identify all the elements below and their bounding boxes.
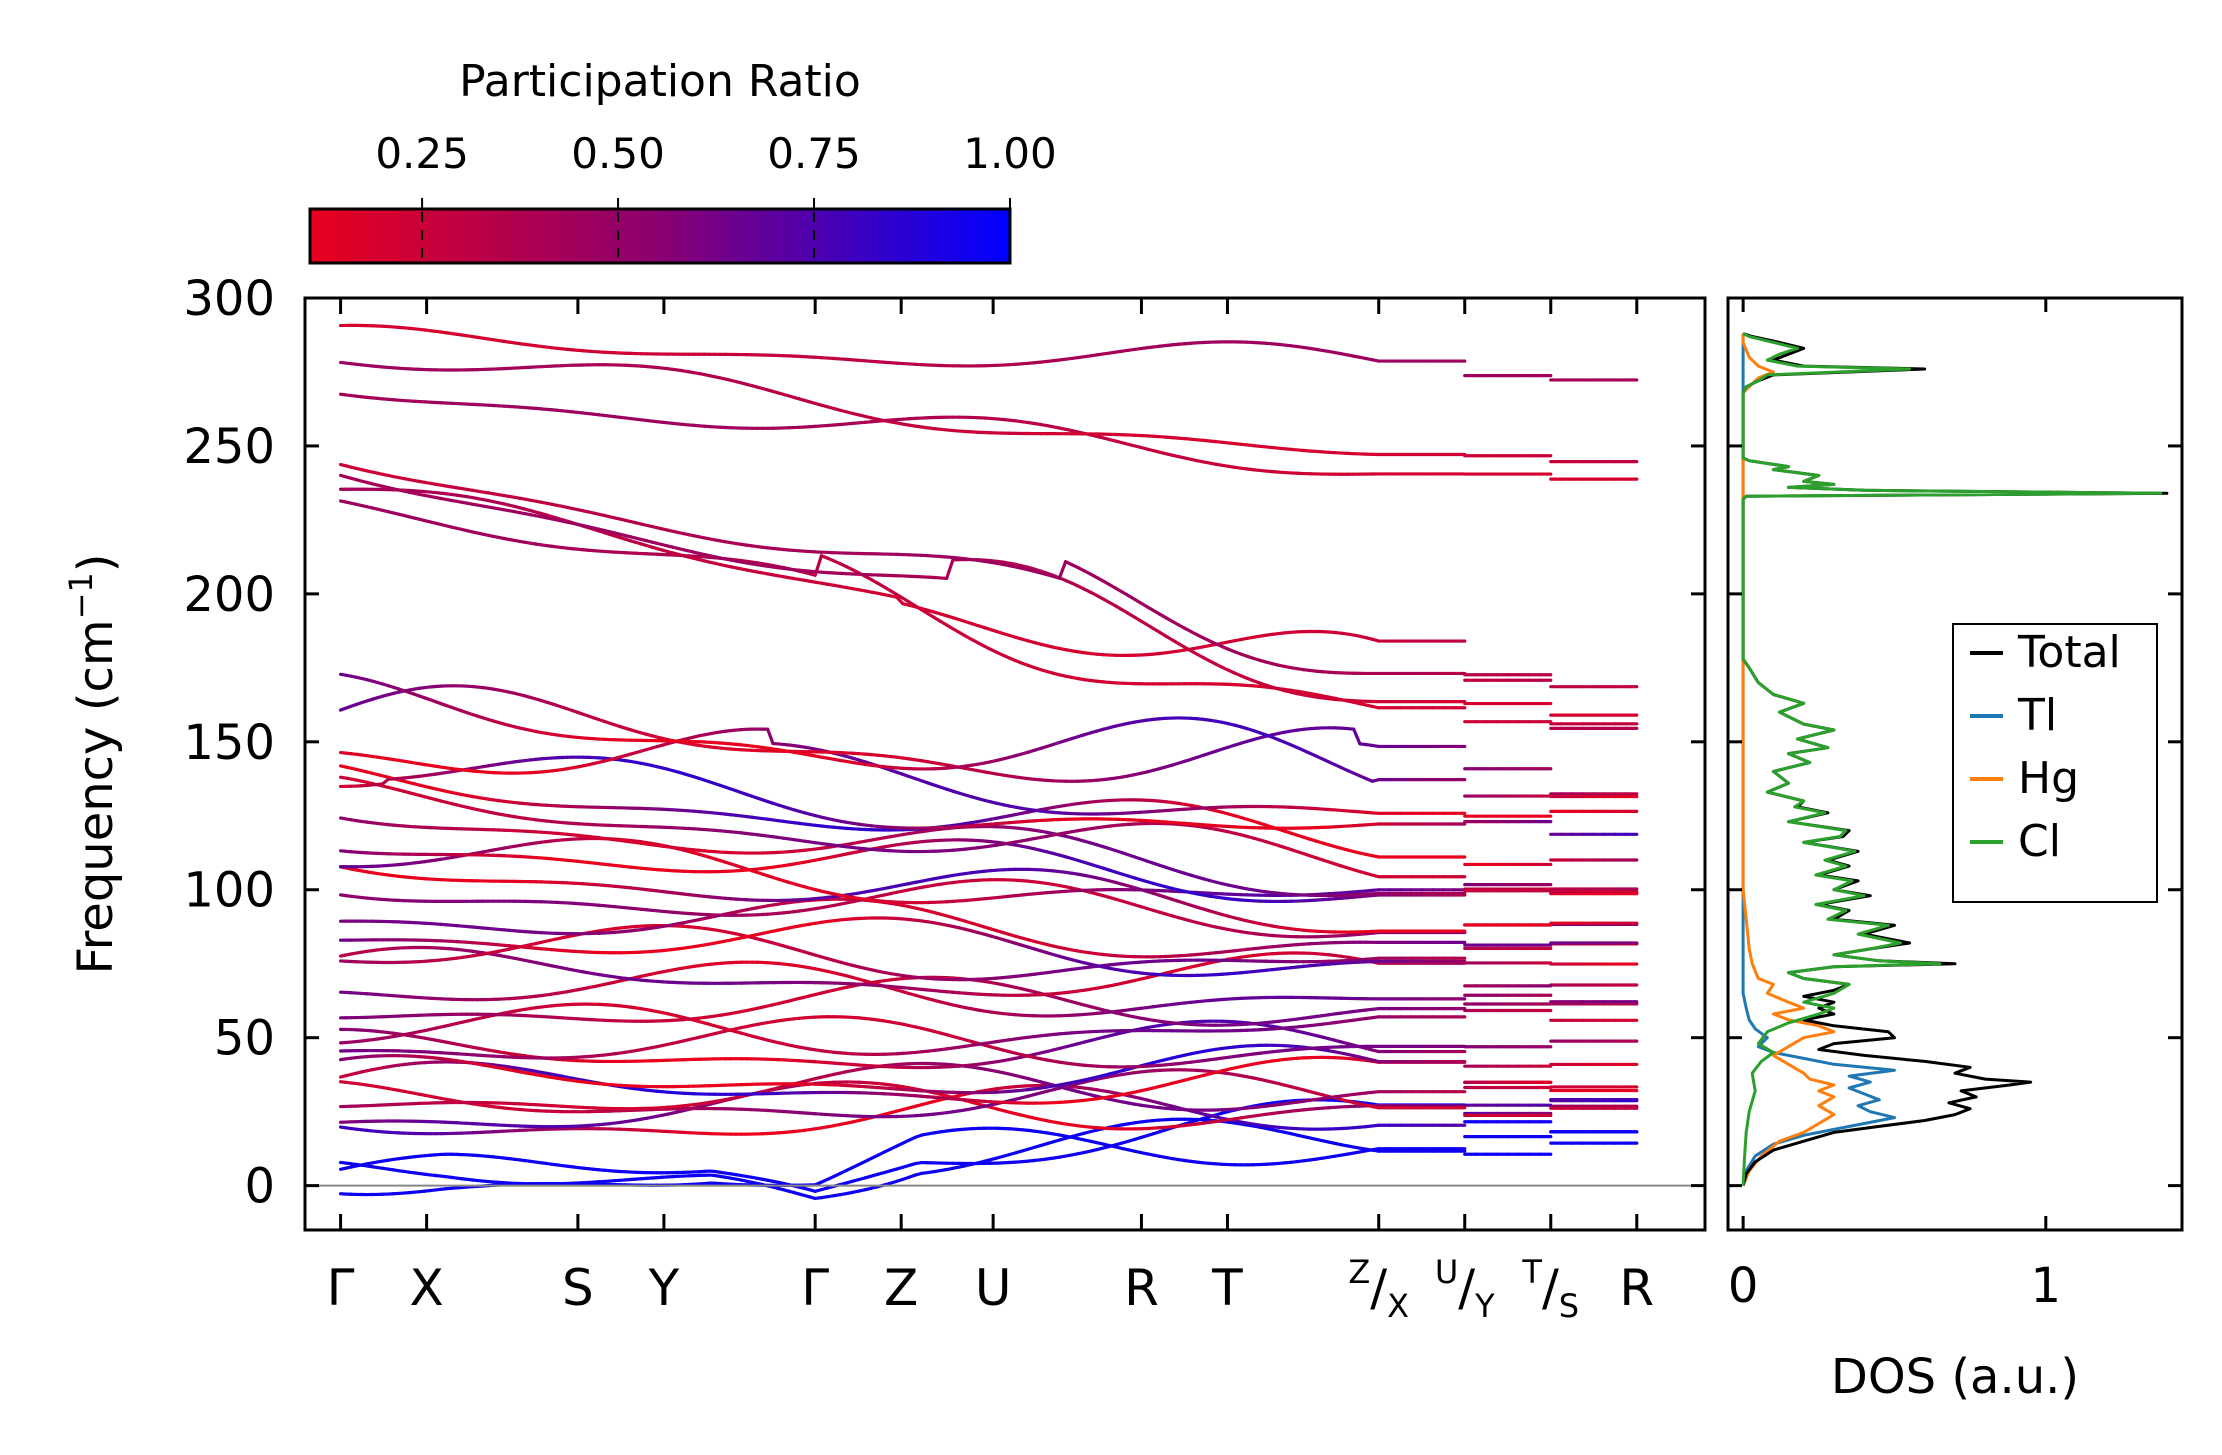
colorbar-tick-label: 0.50 xyxy=(571,129,665,178)
colorbar-tick-label: 0.25 xyxy=(375,129,469,178)
colorbar-tick-label: 1.00 xyxy=(963,129,1057,178)
colorbar: Participation Ratio 0.25 0.50 0.75 1.00 xyxy=(308,56,1057,265)
colorbar-tick-label: 0.75 xyxy=(767,129,861,178)
colorbar-label: Participation Ratio xyxy=(459,56,861,107)
colorbar-ticks: 0.25 0.50 0.75 1.00 xyxy=(375,129,1057,260)
colorbar-gradient xyxy=(308,207,1012,265)
bands xyxy=(338,323,1639,1201)
